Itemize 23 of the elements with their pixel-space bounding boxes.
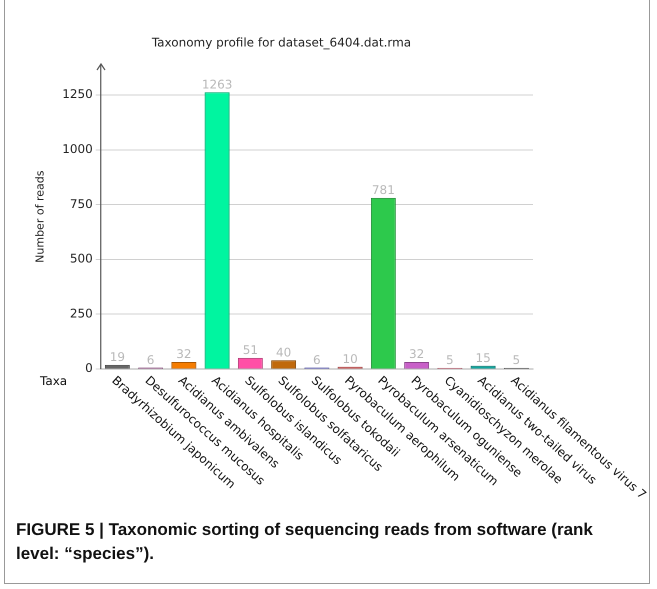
data-label: 51 [242, 342, 258, 357]
y-tick-label: 250 [70, 306, 93, 320]
data-label: 6 [146, 352, 154, 367]
y-axis-title: Number of reads [33, 170, 46, 263]
x-axis-title: Taxa [39, 374, 68, 388]
data-label: 10 [342, 352, 358, 366]
data-label: 15 [475, 350, 491, 365]
y-tick-label: 1250 [62, 87, 93, 102]
data-label: 40 [276, 345, 292, 360]
data-label: 19 [110, 350, 126, 364]
data-label: 32 [408, 347, 424, 362]
data-label: 5 [512, 353, 520, 368]
y-tick-label: 500 [70, 252, 93, 266]
y-tick-label: 0 [85, 361, 93, 376]
data-label: 6 [313, 352, 321, 367]
data-label: 5 [446, 353, 454, 368]
data-label: 781 [372, 182, 395, 197]
caption: FIGURE 5 | Taxonomic sorting of sequencing reads from software (rank level: “species”). [16, 519, 594, 565]
data-label: 32 [176, 347, 192, 362]
data-label: 1263 [202, 77, 232, 92]
y-tick-label: 750 [70, 196, 93, 211]
y-tick-label: 1000 [62, 142, 93, 156]
chart-title: Taxonomy profile for dataset_6404.dat.rma [150, 35, 412, 50]
